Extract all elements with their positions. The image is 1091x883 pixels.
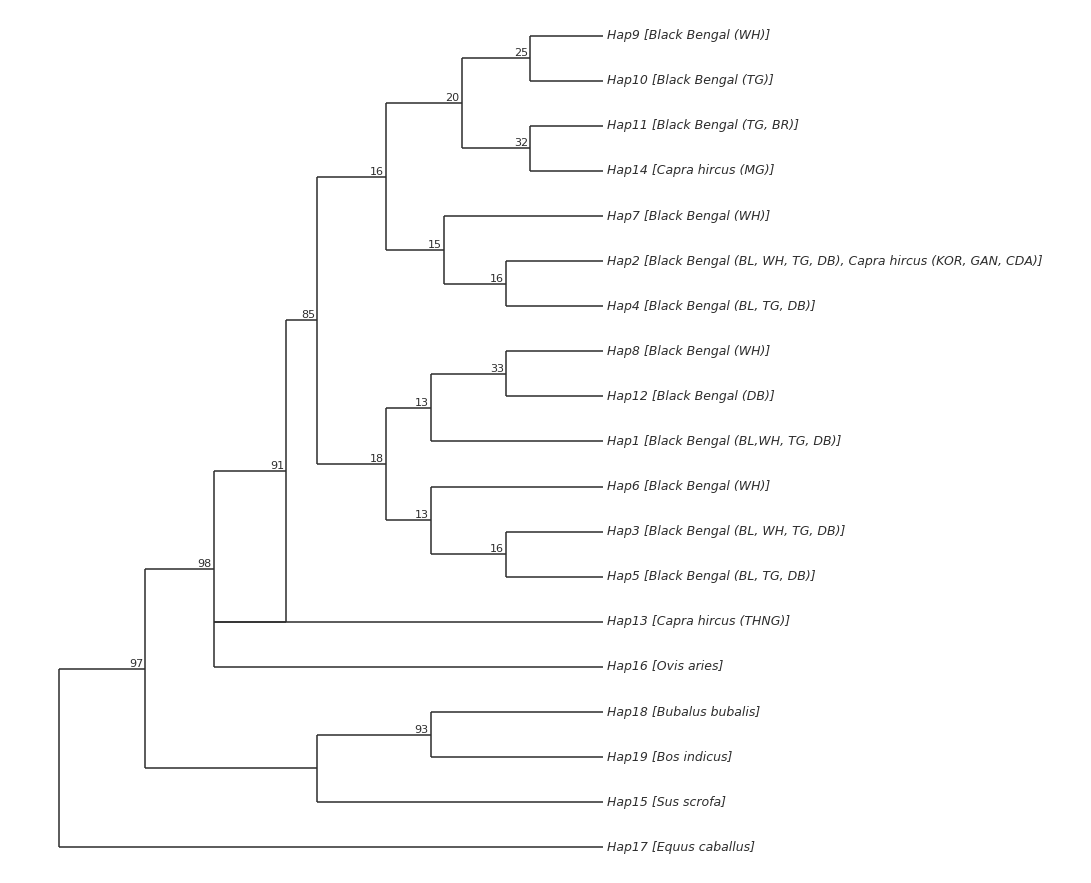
Text: 16: 16 <box>490 274 504 283</box>
Text: Hap12 [Black Bengal (DB)]: Hap12 [Black Bengal (DB)] <box>608 390 775 403</box>
Text: Hap10 [Black Bengal (TG)]: Hap10 [Black Bengal (TG)] <box>608 74 775 87</box>
Text: Hap1 [Black Bengal (BL,WH, TG, DB)]: Hap1 [Black Bengal (BL,WH, TG, DB)] <box>608 435 842 448</box>
Text: Hap13 [Capra hircus (THNG)]: Hap13 [Capra hircus (THNG)] <box>608 615 791 629</box>
Text: 16: 16 <box>490 544 504 555</box>
Text: 15: 15 <box>429 240 442 250</box>
Text: 85: 85 <box>301 310 315 321</box>
Text: Hap8 [Black Bengal (WH)]: Hap8 [Black Bengal (WH)] <box>608 345 770 358</box>
Text: Hap17 [Equus caballus]: Hap17 [Equus caballus] <box>608 841 755 854</box>
Text: 91: 91 <box>269 461 284 472</box>
Text: 13: 13 <box>415 510 429 520</box>
Text: 18: 18 <box>370 454 384 464</box>
Text: Hap19 [Bos indicus]: Hap19 [Bos indicus] <box>608 751 733 764</box>
Text: 32: 32 <box>514 139 528 148</box>
Text: 20: 20 <box>445 94 459 103</box>
Text: Hap6 [Black Bengal (WH)]: Hap6 [Black Bengal (WH)] <box>608 480 770 493</box>
Text: Hap9 [Black Bengal (WH)]: Hap9 [Black Bengal (WH)] <box>608 29 770 42</box>
Text: 98: 98 <box>197 559 212 569</box>
Text: 13: 13 <box>415 397 429 408</box>
Text: Hap7 [Black Bengal (WH)]: Hap7 [Black Bengal (WH)] <box>608 209 770 223</box>
Text: Hap18 [Bubalus bubalis]: Hap18 [Bubalus bubalis] <box>608 706 760 719</box>
Text: 97: 97 <box>129 659 143 668</box>
Text: Hap16 [Ovis aries]: Hap16 [Ovis aries] <box>608 660 723 674</box>
Text: Hap3 [Black Bengal (BL, WH, TG, DB)]: Hap3 [Black Bengal (BL, WH, TG, DB)] <box>608 525 846 538</box>
Text: 93: 93 <box>415 725 429 735</box>
Text: 33: 33 <box>490 364 504 374</box>
Text: Hap14 [Capra hircus (MG)]: Hap14 [Capra hircus (MG)] <box>608 164 775 177</box>
Text: Hap5 [Black Bengal (BL, TG, DB)]: Hap5 [Black Bengal (BL, TG, DB)] <box>608 570 816 584</box>
Text: 16: 16 <box>370 167 384 177</box>
Text: 25: 25 <box>514 49 528 58</box>
Text: Hap15 [Sus scrofa]: Hap15 [Sus scrofa] <box>608 796 727 809</box>
Text: Hap4 [Black Bengal (BL, TG, DB)]: Hap4 [Black Bengal (BL, TG, DB)] <box>608 299 816 313</box>
Text: Hap2 [Black Bengal (BL, WH, TG, DB), Capra hircus (KOR, GAN, CDA)]: Hap2 [Black Bengal (BL, WH, TG, DB), Cap… <box>608 254 1043 268</box>
Text: Hap11 [Black Bengal (TG, BR)]: Hap11 [Black Bengal (TG, BR)] <box>608 119 800 132</box>
